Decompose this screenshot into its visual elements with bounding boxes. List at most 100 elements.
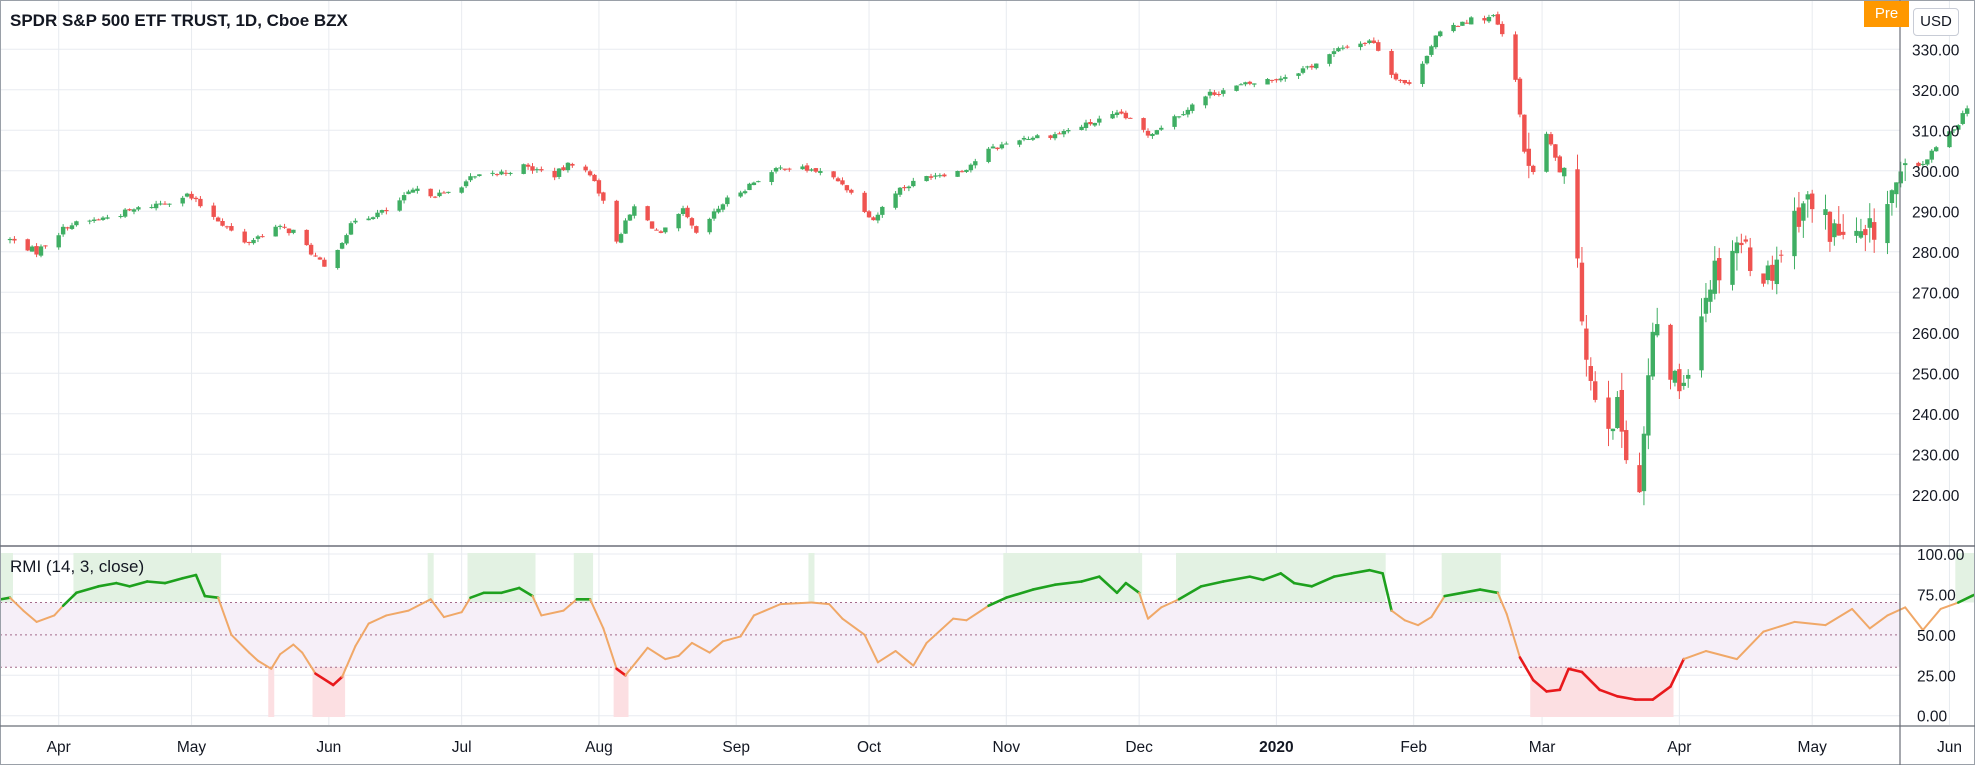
- candle-down: [1145, 130, 1151, 136]
- candle-up: [366, 218, 371, 221]
- rmi-line-segment: [1735, 630, 1765, 661]
- price-tick-label: 220.00: [1912, 488, 1960, 505]
- rmi-line-segment: [385, 609, 410, 617]
- candle-down: [1677, 369, 1682, 392]
- candle-up: [459, 187, 464, 193]
- rmi-bull-zone: [1003, 553, 1143, 603]
- rmi-line-segment: [442, 611, 463, 619]
- candle-down: [246, 241, 252, 243]
- candle-up: [1650, 331, 1655, 377]
- candle-down: [614, 200, 619, 242]
- rmi-line-segment: [1097, 575, 1119, 595]
- rmi-line-segment: [646, 646, 667, 661]
- currency-badge[interactable]: USD: [1913, 8, 1959, 36]
- candle-up: [1898, 171, 1903, 184]
- candle-up: [893, 193, 898, 208]
- candle-up: [1079, 126, 1084, 131]
- candle-down: [1557, 156, 1562, 173]
- candle-up: [897, 187, 903, 195]
- candle-up: [375, 212, 380, 218]
- indicator-title[interactable]: RMI (14, 3, close): [10, 557, 145, 576]
- rmi-line-segment: [9, 596, 25, 612]
- rmi-line-segment: [810, 601, 831, 606]
- candle-up: [1300, 68, 1306, 73]
- candle-up: [738, 192, 743, 197]
- candle-up: [711, 211, 717, 219]
- candle-up: [277, 225, 283, 227]
- candle-down: [96, 219, 101, 221]
- candle-down: [1455, 25, 1461, 27]
- candle-up: [747, 183, 752, 191]
- rmi-line: [0, 568, 1975, 701]
- rmi-line-segment: [61, 591, 78, 608]
- candle-up: [406, 191, 411, 195]
- rmi-line-segment: [894, 650, 915, 667]
- candle-down: [1376, 42, 1381, 51]
- candle-up: [964, 169, 969, 172]
- candle-up: [1114, 112, 1120, 115]
- candle-up: [291, 229, 296, 233]
- candle-up: [924, 176, 929, 182]
- candle-down: [1588, 366, 1593, 381]
- price-tick-label: 250.00: [1912, 366, 1960, 383]
- rmi-line-segment: [615, 667, 627, 677]
- candle-up: [680, 208, 686, 214]
- candle-down: [220, 221, 225, 226]
- candle-down: [1402, 80, 1408, 84]
- candle-down: [1624, 430, 1629, 461]
- candle-up: [1686, 374, 1691, 379]
- candle-down: [1393, 73, 1399, 80]
- price-tick-label: 300.00: [1912, 164, 1960, 181]
- candle-down: [1522, 114, 1527, 152]
- rmi-line-segment: [194, 573, 207, 598]
- candle-up: [1296, 73, 1301, 76]
- rmi-line-segment: [1004, 588, 1035, 599]
- candle-down: [229, 226, 234, 231]
- candle-down: [1916, 162, 1921, 166]
- candle-up: [1030, 137, 1036, 140]
- rmi-line-segment: [460, 596, 472, 614]
- candle-up: [875, 214, 881, 221]
- candle-up: [1681, 382, 1686, 386]
- rmi-line-segment: [217, 596, 233, 636]
- rmi-line-segment: [1793, 620, 1827, 627]
- candle-up: [1221, 90, 1226, 94]
- time-tick-label: Dec: [1125, 739, 1153, 756]
- candle-up: [556, 168, 562, 177]
- candle-up: [167, 203, 172, 205]
- candle-down: [849, 189, 854, 193]
- candle-up: [1314, 63, 1319, 69]
- price-tick-label: 240.00: [1912, 407, 1960, 424]
- candle-down: [1584, 328, 1589, 360]
- candle-up: [122, 209, 128, 217]
- candle-up: [1832, 223, 1837, 238]
- rmi-line-segment: [230, 633, 251, 654]
- candle-up: [933, 175, 938, 177]
- rmi-line-segment: [53, 604, 65, 617]
- rmi-line-segment: [664, 654, 680, 661]
- candle-down: [282, 226, 287, 228]
- rmi-line-segment: [965, 604, 990, 622]
- candle-up: [1885, 204, 1890, 244]
- rmi-line-segment: [1443, 591, 1464, 598]
- candle-up: [348, 223, 354, 235]
- chart-title: SPDR S&P 500 ETF TRUST, 1D, Cboe BZX: [10, 11, 348, 30]
- rmi-zones: [0, 553, 1975, 717]
- candle-down: [260, 236, 265, 238]
- candle-up: [1207, 91, 1213, 96]
- rmi-line-segment: [1261, 572, 1283, 582]
- candle-down: [1770, 264, 1775, 281]
- rmi-line-segment: [1669, 657, 1686, 688]
- candle-up: [158, 203, 163, 205]
- candle-down: [1743, 239, 1748, 242]
- rmi-line-segment: [1868, 614, 1889, 630]
- rmi-line-segment: [1146, 606, 1163, 620]
- candle-down: [782, 168, 788, 170]
- candle-up: [1433, 35, 1439, 48]
- candle-down: [43, 245, 48, 247]
- rmi-line-segment: [1851, 607, 1871, 630]
- rmi-line-segment: [912, 641, 928, 667]
- candle-up: [1150, 133, 1155, 137]
- candle-up: [56, 235, 61, 248]
- candle-up: [1190, 104, 1195, 111]
